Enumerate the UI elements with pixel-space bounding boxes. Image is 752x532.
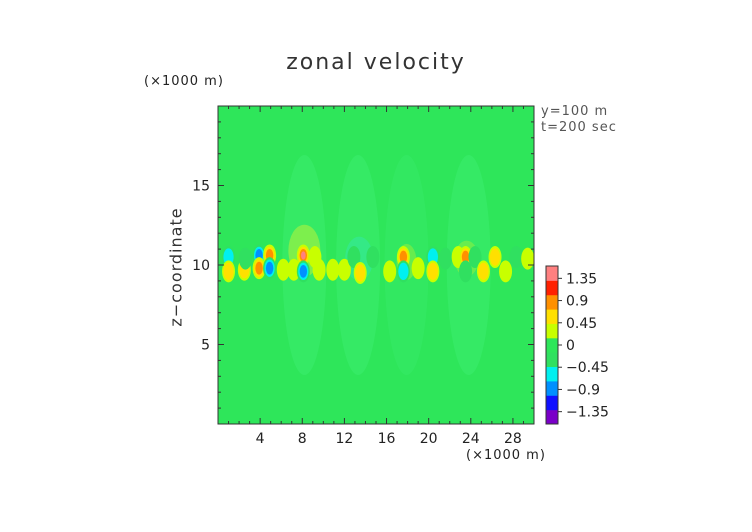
- velocity-feature: [265, 261, 274, 275]
- colorbar-tick-label: −0.45: [566, 360, 609, 376]
- y-axis-unit: (×1000 m): [144, 74, 224, 89]
- colorbar-tick-label: 1.35: [566, 271, 597, 287]
- velocity-feature: [312, 258, 326, 281]
- colorbar-segment: [546, 280, 558, 296]
- colorbar-tick-label: −1.35: [566, 405, 609, 421]
- chart-title: zonal velocity: [286, 50, 466, 75]
- annotation-y-position: y=100 m: [541, 104, 609, 119]
- x-tick-label: 4: [256, 431, 265, 447]
- colorbar-segment: [546, 366, 558, 382]
- colorbar-segment: [546, 352, 558, 368]
- colorbar-segment: [546, 409, 558, 425]
- velocity-feature: [489, 248, 501, 266]
- colorbar-segment: [546, 337, 558, 353]
- velocity-feature: [427, 262, 438, 281]
- colorbar-segment: [546, 309, 558, 324]
- x-tick-label: 20: [420, 431, 438, 447]
- velocity-feature: [299, 264, 308, 278]
- velocity-feature: [366, 246, 380, 269]
- velocity-feature: [347, 246, 361, 269]
- x-tick-label: 16: [378, 431, 396, 447]
- velocity-feature: [509, 246, 523, 269]
- velocity-feature: [399, 250, 408, 264]
- velocity-feature: [355, 264, 366, 282]
- velocity-feature: [521, 247, 535, 270]
- colorbar-segment: [546, 395, 558, 411]
- x-axis-unit: (×1000 m): [466, 448, 546, 463]
- colorbar-tick-label: 0: [566, 338, 575, 354]
- x-tick-label: 24: [462, 431, 480, 447]
- x-tick-label: 12: [335, 431, 353, 447]
- velocity-feature: [326, 258, 340, 281]
- x-tick-label: 8: [298, 431, 307, 447]
- velocity-feature: [478, 262, 489, 281]
- velocity-feature: [238, 247, 252, 270]
- velocity-feature: [398, 262, 409, 281]
- velocity-feature: [461, 250, 470, 264]
- velocity-feature: [411, 257, 425, 280]
- colorbar-tick-label: 0.45: [566, 316, 597, 332]
- velocity-feature: [301, 251, 306, 260]
- colorbar-segment: [546, 294, 558, 310]
- velocity-feature: [337, 258, 351, 281]
- y-tick-label: 5: [201, 338, 210, 354]
- colorbar-segment: [546, 323, 558, 339]
- velocity-feature: [459, 260, 473, 283]
- velocity-feature: [499, 260, 513, 283]
- colorbar-segment: [546, 266, 558, 281]
- velocity-feature: [439, 247, 453, 270]
- colorbar-tick-label: 0.9: [566, 294, 588, 310]
- velocity-feature: [468, 246, 482, 269]
- velocity-feature: [383, 260, 397, 283]
- velocity-feature: [223, 262, 234, 281]
- velocity-feature: [276, 258, 290, 281]
- colorbar-segment: [546, 380, 558, 396]
- velocity-feature: [287, 258, 301, 281]
- colorbar-tick-label: −0.9: [566, 382, 600, 398]
- y-tick-label: 10: [192, 258, 210, 274]
- annotation-time: t=200 sec: [541, 120, 617, 135]
- velocity-feature: [255, 261, 263, 275]
- y-tick-label: 15: [192, 179, 210, 195]
- x-tick-label: 28: [504, 431, 522, 447]
